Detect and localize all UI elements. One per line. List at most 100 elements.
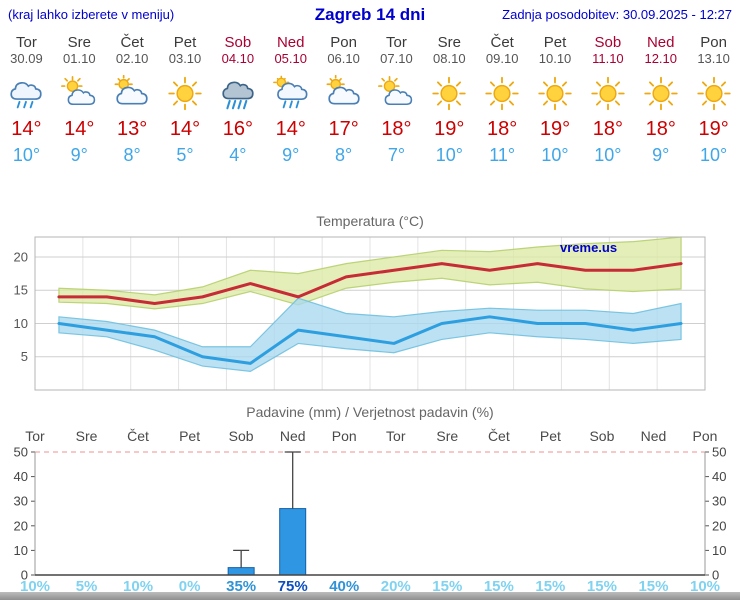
precipitation-probability: 10% — [689, 578, 721, 595]
precip-day-label: Pon — [692, 428, 718, 444]
min-temperature: 9° — [70, 145, 88, 165]
watermark: vreme.us — [560, 240, 617, 255]
forecast-day-14[interactable]: Pon 13.10 19° 10° — [687, 30, 740, 166]
forecast-day-4[interactable]: Pet 03.10 14° 5° — [159, 30, 212, 166]
day-date: 08.10 — [433, 51, 466, 66]
weather-icon-sunny — [476, 75, 529, 113]
forecast-day-9[interactable]: Sre 08.10 19° 10° — [423, 30, 476, 166]
precip-day-label: Sre — [75, 428, 98, 444]
day-name: Tor — [16, 34, 37, 51]
forecast-day-8[interactable]: Tor 07.10 18° 7° — [370, 30, 423, 166]
location-menu-hint[interactable]: (kraj lahko izberete v meniju) — [8, 7, 175, 22]
max-temperature: 18° — [381, 118, 412, 140]
y-tick-label-left: 50 — [14, 445, 28, 460]
day-date: 13.10 — [697, 51, 730, 66]
weather-icon-sunny-svg — [535, 75, 575, 112]
y-tick-label: 15 — [14, 283, 28, 298]
day-date: 06.10 — [327, 51, 360, 66]
day-date: 12.10 — [644, 51, 678, 66]
day-date: 02.10 — [115, 51, 149, 66]
weather-icon-sunny-svg — [588, 75, 628, 112]
forecast-day-13[interactable]: Ned 12.10 18° 9° — [634, 30, 687, 166]
day-date: 01.10 — [63, 51, 96, 66]
precip-day-label: Sob — [589, 428, 615, 444]
min-temperature: 5° — [176, 145, 194, 165]
forecast-day-5[interactable]: Sob 04.10 16° 4° — [211, 30, 264, 166]
min-temperature: 10° — [541, 145, 569, 165]
horizontal-scrollbar[interactable] — [0, 592, 740, 600]
min-temperature: 7° — [387, 145, 406, 165]
weather-icon-heavy-rain — [211, 75, 264, 113]
page-title: Zagreb 14 dni — [314, 5, 426, 24]
forecast-day-10[interactable]: Čet 09.10 18° 11° — [476, 30, 529, 166]
min-temperature: 9° — [282, 145, 300, 165]
precip-day-label: Ned — [279, 428, 306, 444]
temperature-chart-title: Temperatura (°C) — [316, 213, 424, 229]
max-temperature: 17° — [328, 118, 359, 140]
max-temperature: 18° — [487, 118, 518, 140]
forecast-day-12[interactable]: Sob 11.10 18° 10° — [581, 30, 634, 166]
weather-icon-partly-cloudy — [370, 75, 423, 113]
max-temperature: 18° — [592, 118, 623, 140]
min-range-band — [58, 297, 682, 372]
forecast-day-1[interactable]: Tor 30.09 14° 10° — [0, 30, 53, 166]
y-tick-label: 10 — [14, 316, 28, 331]
day-date: 03.10 — [168, 51, 202, 66]
precipitation-probability: 10% — [123, 578, 154, 595]
y-tick-label-left: 0 — [21, 568, 28, 581]
y-tick-label-right: 50 — [712, 445, 726, 460]
max-temperature: 16° — [222, 118, 253, 140]
max-temperature: 14° — [275, 118, 306, 140]
day-date: 10.10 — [538, 51, 572, 66]
precipitation-probability: 5% — [75, 578, 98, 595]
forecast-strip: Tor 30.09 14° 10° Sre 01.10 14° 9° Čet 02.10 13° 8°… — [0, 30, 740, 166]
forecast-day-3[interactable]: Čet 02.10 13° 8° — [106, 30, 159, 166]
max-temperature: 14° — [169, 118, 201, 140]
precipitation-bar — [227, 567, 255, 576]
day-name: Sob — [224, 34, 252, 51]
day-name: Sre — [67, 34, 91, 51]
min-temperature: 9° — [652, 145, 670, 165]
weather-icon-showers — [264, 75, 317, 113]
forecast-day-2[interactable]: Sre 01.10 14° 9° — [53, 30, 106, 166]
precip-day-label: Čet — [127, 428, 149, 444]
y-tick-label-left: 10 — [14, 543, 28, 558]
min-temperature-line — [57, 315, 683, 365]
forecast-day-6[interactable]: Ned 05.10 14° 9° — [264, 30, 317, 166]
y-tick-label-right: 20 — [712, 518, 726, 533]
weather-icon-sunny-svg — [641, 75, 681, 112]
day-date: 07.10 — [380, 51, 413, 66]
precipitation-chart: 0 0 10 10 20 20 30 30 40 40 50 50 — [14, 445, 727, 581]
day-date: 11.10 — [592, 51, 624, 66]
weather-icon-sunny — [687, 75, 740, 113]
forecast-day-7[interactable]: Pon 06.10 17° 8° — [317, 30, 370, 166]
day-name: Pon — [330, 34, 357, 51]
day-name: Ned — [276, 34, 305, 51]
y-tick-label-right: 0 — [712, 568, 719, 581]
day-name: Čet — [490, 34, 514, 51]
day-name: Pon — [700, 34, 727, 51]
precipitation-probability: 10% — [19, 578, 51, 595]
max-temperature: 14° — [64, 118, 95, 140]
precipitation-probability: 15% — [586, 578, 617, 595]
day-date: 09.10 — [485, 51, 519, 66]
weather-icon-mostly-cloudy-svg — [324, 75, 364, 112]
y-tick-label-left: 40 — [14, 469, 28, 484]
precipitation-day-labels: Tor Sre Čet Pet Sob Ned Pon Tor Sre Čet Pet Sob Ned P… — [0, 428, 740, 446]
min-temperature: 10° — [699, 145, 728, 165]
precipitation-probability: 20% — [380, 578, 411, 595]
weather-icon-mostly-cloudy — [106, 75, 159, 113]
precip-day-label: Pon — [331, 428, 357, 444]
weather-icon-sunny-svg — [482, 75, 522, 112]
last-update-timestamp: Zadnja posodobitev: 30.09.2025 - 12:27 — [502, 7, 732, 22]
precipitation-probability-row: 10% 5% 10% 0% 35% 75% 40% 20% 15% 15% 15% 15% 15% 10% — [0, 578, 740, 595]
weather-icon-sunny — [581, 75, 634, 113]
precipitation-probability: 0% — [178, 578, 201, 595]
forecast-day-11[interactable]: Pet 10.10 19° 10° — [529, 30, 582, 166]
plot-background — [35, 452, 705, 575]
max-temperature: 19° — [434, 118, 465, 140]
weather-icon-heavy-rain-svg — [218, 75, 258, 112]
y-tick-label-right: 40 — [712, 469, 726, 484]
y-tick-label: 20 — [14, 249, 28, 264]
